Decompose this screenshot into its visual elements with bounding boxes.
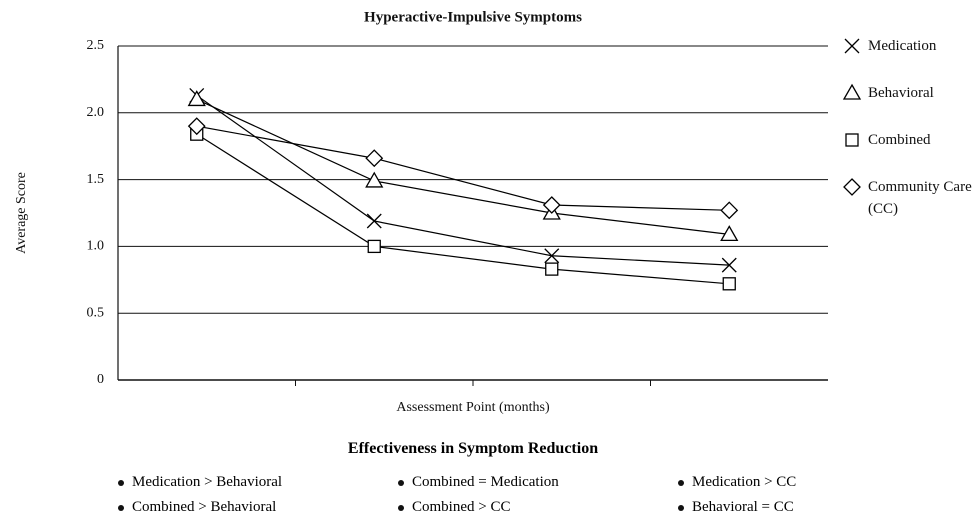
legend-item: Behavioral (868, 85, 934, 101)
y-tick-label: 0 (97, 372, 104, 387)
marker (722, 277, 736, 291)
marker (842, 83, 862, 100)
annotation: Medication > Behavioral (118, 474, 398, 491)
marker (366, 213, 382, 229)
y-tick-label: 1.0 (87, 239, 105, 254)
marker (367, 239, 381, 254)
series-line (196, 94, 730, 266)
legend-label: Medication (868, 38, 937, 54)
annotation: Behavioral = CC (678, 499, 958, 516)
annotation: Medication > CC (678, 474, 958, 491)
x-axis-label: Assessment Point (months) (396, 400, 550, 415)
y-tick-label: 2.5 (87, 38, 105, 53)
annotation-title: Effectiveness in Symptom Reduction (347, 440, 599, 457)
legend-item: Community Care (CC) (868, 179, 972, 217)
marker (545, 262, 559, 276)
annotation: Combined > Behavioral (118, 499, 398, 516)
chart: Hyperactive-Impulsive Symptoms Assessmen… (14, 9, 972, 415)
marker (542, 196, 561, 214)
marker (187, 117, 206, 136)
y-tick-label: 0.5 (87, 305, 105, 320)
y-tick-label: 1.5 (87, 172, 105, 187)
legend-label: Behavioral (868, 85, 934, 101)
marker (843, 178, 861, 196)
annotation: Combined > CC (398, 499, 678, 516)
series-line (196, 133, 730, 285)
legend-item: Combined (868, 132, 931, 148)
marker (544, 248, 560, 264)
y-tick-label: 2.0 (87, 105, 105, 120)
marker (365, 149, 384, 168)
legend-label: Combined (868, 132, 931, 148)
legend-item: Medication (868, 38, 937, 54)
marker (720, 225, 739, 242)
annotations: Medication > Behavioral Combined = Medica… (118, 474, 958, 516)
legend-label: Community Care (CC) (868, 179, 972, 217)
marker (187, 90, 206, 107)
marker (844, 38, 860, 54)
marker (845, 133, 859, 147)
series-line (196, 125, 730, 211)
annotation: Combined = Medication (398, 474, 678, 491)
chart-title: Hyperactive-Impulsive Symptoms (364, 9, 582, 25)
marker (365, 171, 384, 188)
marker (720, 201, 739, 220)
marker (721, 257, 737, 273)
y-axis-label: Average Score (14, 172, 29, 254)
series-line (196, 98, 730, 235)
